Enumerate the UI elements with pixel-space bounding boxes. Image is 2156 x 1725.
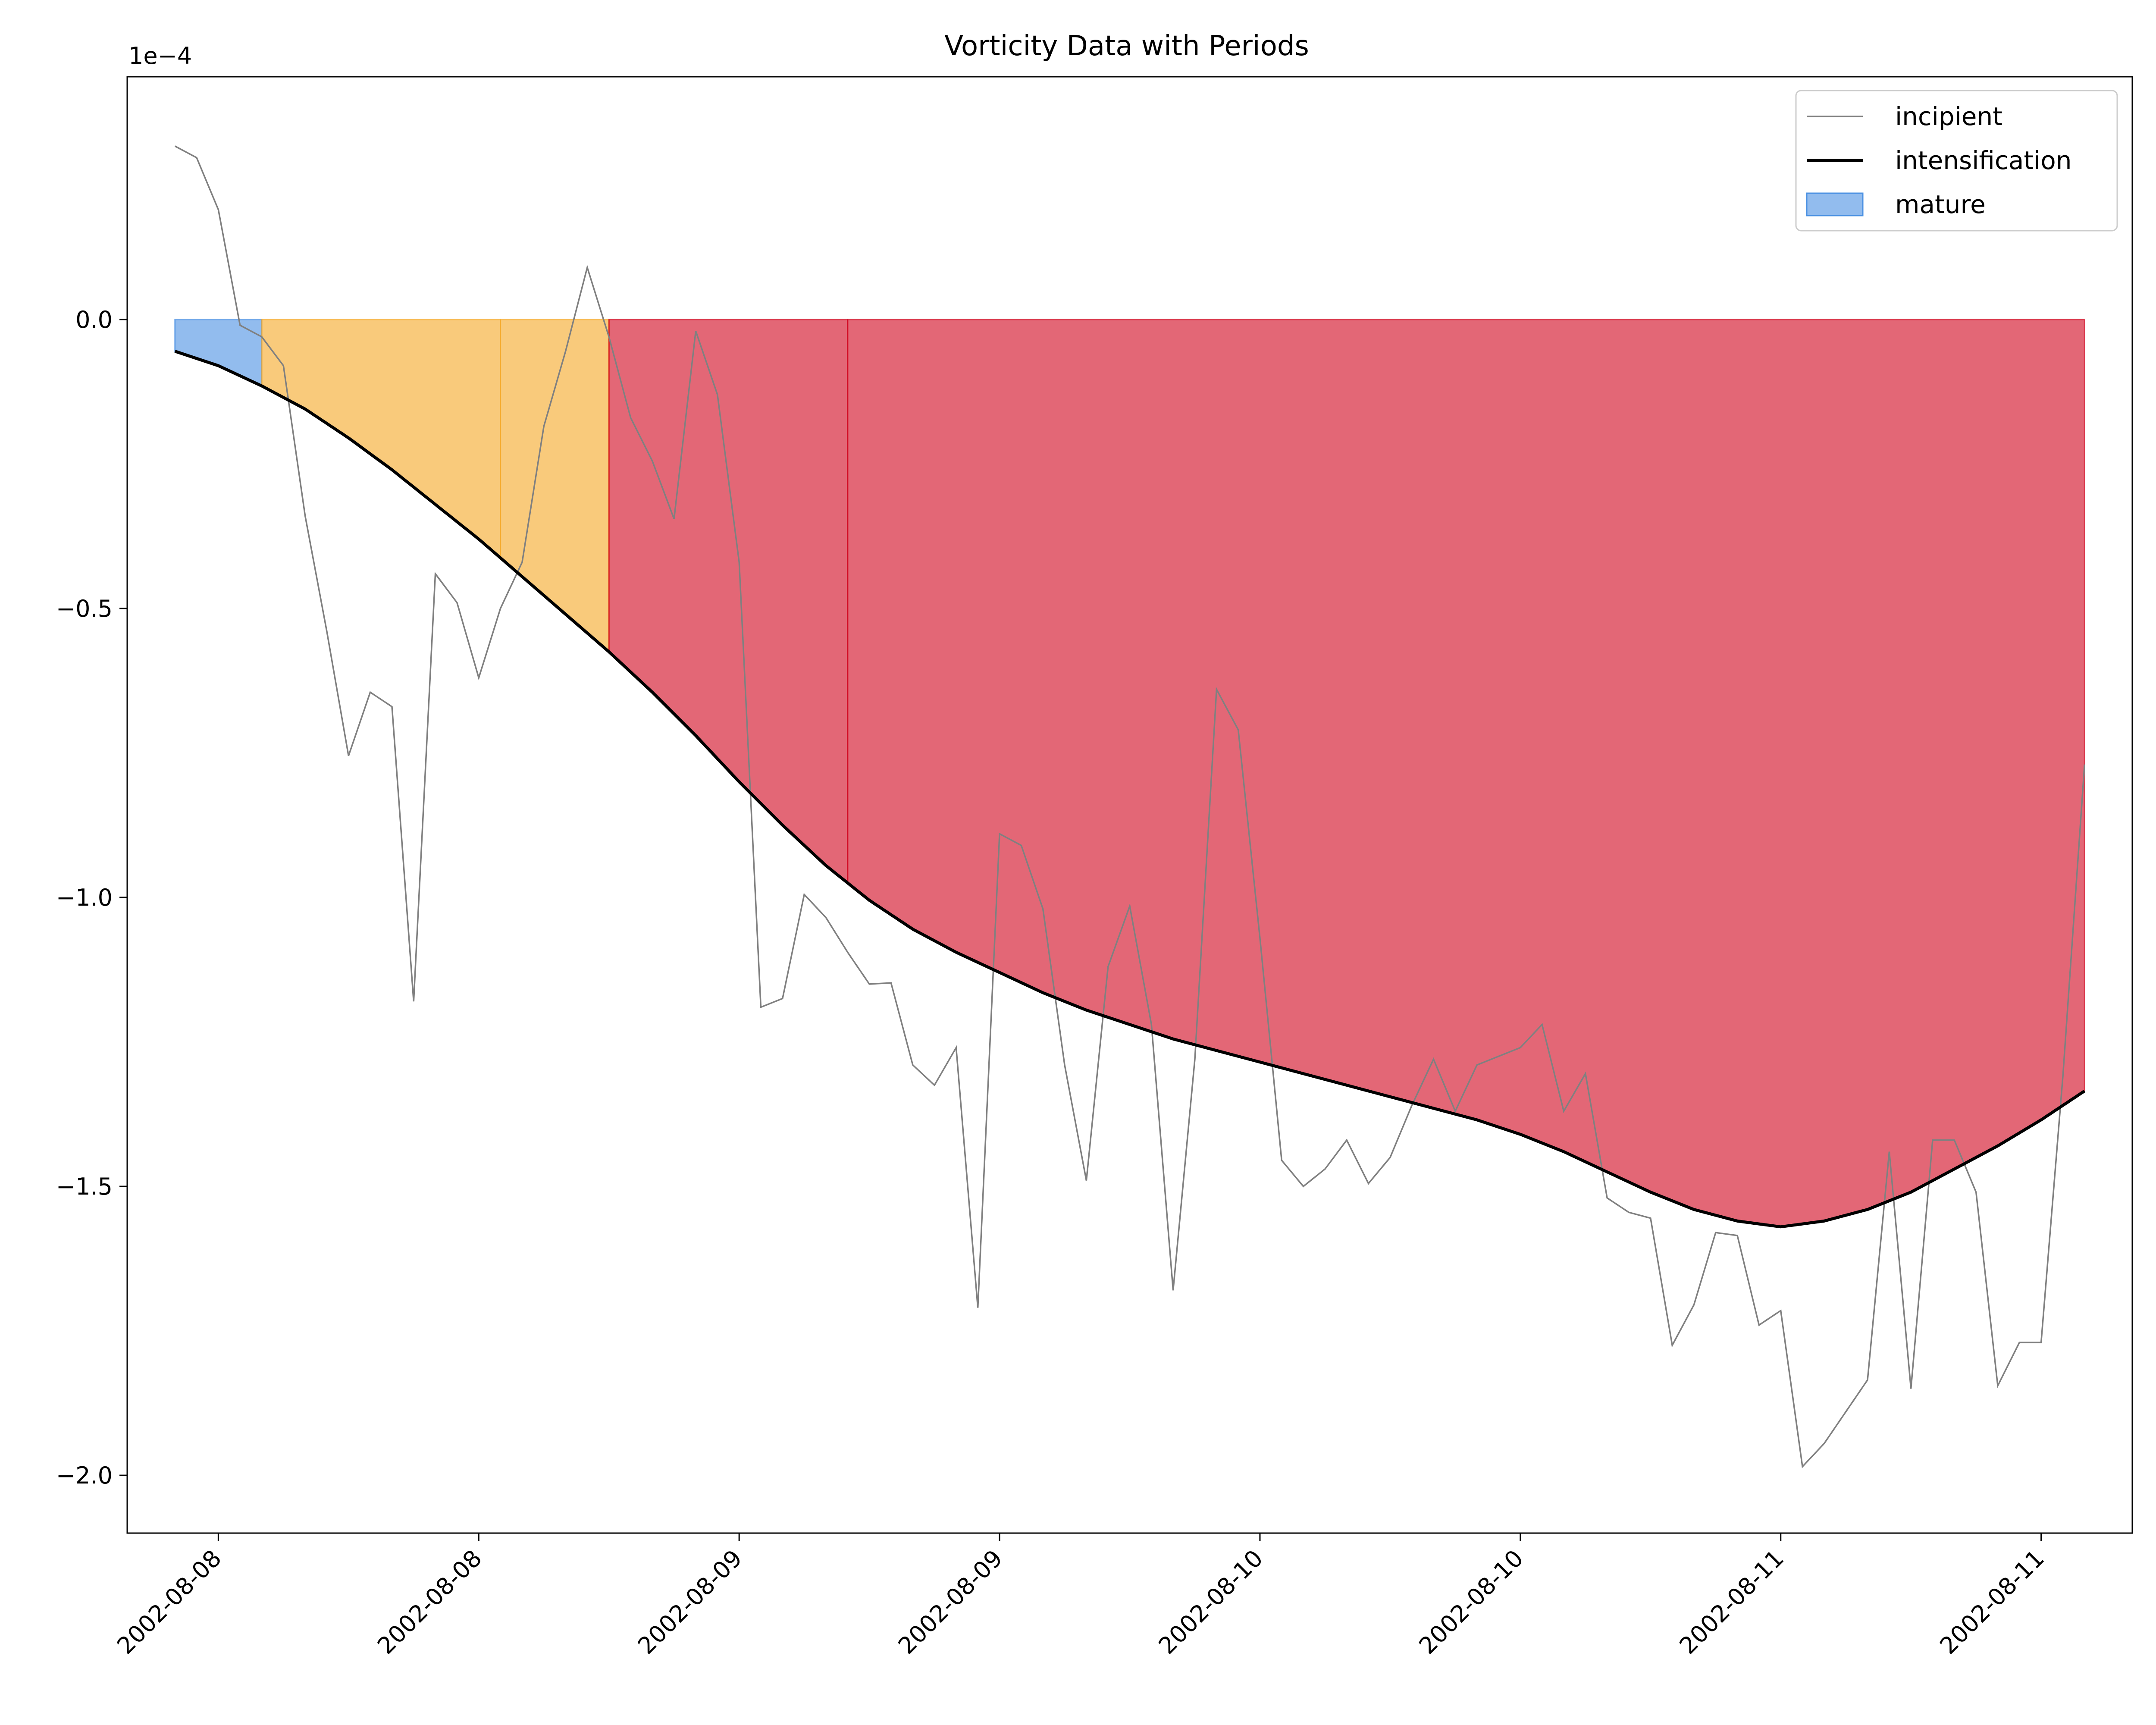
legend-label-incipient: incipient [1895,102,2002,131]
series-group [174,145,2086,1468]
legend-swatch-mature [1806,192,1864,216]
legend-box [1795,90,2118,232]
legend: incipient intensification mature [1795,90,2118,232]
legend-label-intensification: intensification [1895,146,2071,175]
y-tick-label-5: −2.0 [56,1462,113,1489]
chart-title: Vorticity Data with Periods [944,30,1309,62]
y-offset-label: 1e−4 [128,42,192,69]
legend-label-mature: mature [1895,190,1986,219]
y-axis: 0.0 −0.5 −1.0 −1.5 −2.0 [56,306,127,1489]
y-tick-label-1: 0.0 [75,306,113,333]
y-tick-label-4: −1.5 [56,1173,113,1200]
intensification-line [174,350,2086,1229]
plot-frame [126,76,2133,1534]
incipient-line [174,145,2086,1468]
y-tick-label-2: −0.5 [56,595,113,622]
y-tick-label-3: −1.0 [56,884,113,911]
